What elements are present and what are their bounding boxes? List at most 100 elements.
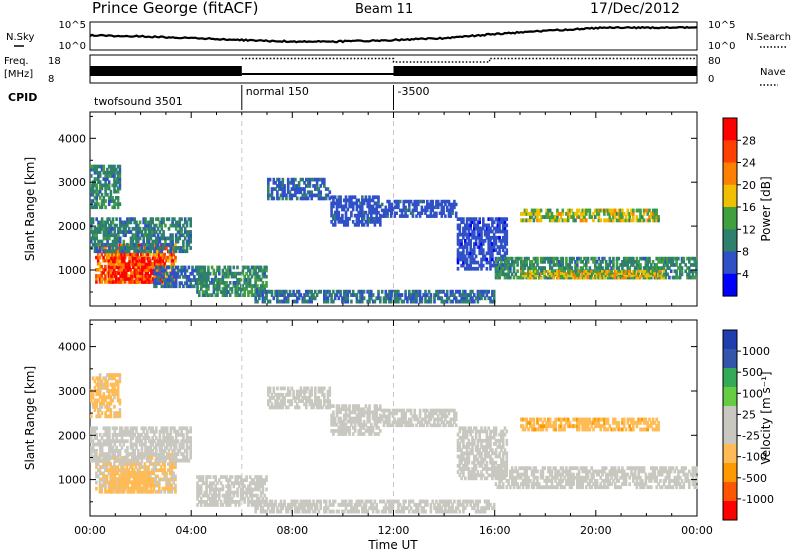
scatter-cell (541, 266, 545, 270)
scatter-cell (252, 478, 256, 482)
scatter-cell (168, 465, 172, 469)
scatter-cell (377, 198, 380, 203)
scatter-cell (359, 289, 362, 294)
scatter-cell (435, 199, 438, 204)
scatter-cell (102, 480, 105, 485)
scatter-cell (281, 196, 285, 201)
scatter-cell (113, 199, 116, 203)
scatter-cell (662, 256, 666, 261)
scatter-cell (615, 266, 619, 270)
scatter-cell (214, 475, 217, 479)
scatter-cell (104, 429, 108, 434)
scatter-cell (541, 256, 545, 261)
scatter-cell (174, 249, 178, 254)
scatter-cell (223, 496, 227, 501)
scatter-cell (116, 395, 120, 400)
scatter-cell (550, 274, 554, 278)
scatter-cell (154, 252, 157, 257)
scatter-cell (159, 265, 162, 270)
power-ylabel: Slant Range [km] (23, 157, 37, 261)
cpid-segment-label: twofsound 3501 (94, 95, 183, 108)
scatter-cell (568, 263, 572, 267)
scatter-cell (295, 187, 299, 191)
scatter-cell (467, 299, 471, 304)
scatter-cell (411, 296, 415, 301)
scatter-cell (178, 445, 182, 450)
scatter-cell (118, 223, 122, 228)
scatter-cell (586, 260, 590, 264)
scatter-cell (678, 266, 682, 270)
scatter-cell (113, 389, 116, 393)
scatter-cell (344, 220, 348, 224)
scatter-cell (205, 271, 208, 276)
scatter-cell (198, 478, 201, 482)
scatter-cell (230, 481, 234, 486)
scatter-cell (117, 265, 121, 270)
scatter-cell (462, 232, 465, 237)
scatter-cell (113, 205, 116, 210)
scatter-cell (201, 500, 205, 504)
scatter-cell (523, 208, 527, 213)
scatter-cell (164, 455, 167, 460)
scatter-cell (612, 215, 615, 219)
scatter-cell (108, 242, 111, 247)
scatter-cell (617, 276, 620, 280)
scatter-cell (693, 263, 696, 267)
scatter-cell (169, 275, 173, 279)
scatter-cell (265, 268, 268, 273)
scatter-cell (433, 214, 436, 218)
scatter-cell (98, 389, 102, 393)
scatter-cell (361, 296, 364, 301)
scatter-cell (454, 211, 458, 215)
scatter-cell (111, 376, 114, 381)
scatter-cell (152, 468, 156, 473)
scatter-cell (319, 184, 322, 188)
scatter-cell (429, 199, 433, 204)
scatter-cell (651, 260, 655, 264)
scatter-cell (162, 278, 165, 282)
scatter-cell (153, 284, 156, 289)
scatter-cell (342, 293, 346, 297)
scatter-cell (476, 220, 480, 225)
scatter-cell (155, 442, 158, 447)
scatter-cell (357, 204, 360, 209)
scatter-cell (100, 436, 104, 440)
scatter-cell (532, 256, 536, 261)
scatter-cell (270, 190, 274, 195)
scatter-cell (171, 426, 174, 431)
scatter-cell (628, 275, 631, 280)
scatter-cell (584, 270, 588, 273)
scatter-cell (444, 293, 447, 297)
scatter-cell (467, 226, 471, 231)
scatter-cell (583, 218, 586, 223)
scatter-cell (245, 284, 248, 288)
scatter-cell (386, 296, 389, 301)
scatter-cell (160, 439, 164, 444)
scatter-cell (100, 483, 104, 488)
scatter-cell (122, 256, 126, 261)
scatter-cell (642, 208, 646, 213)
scatter-cell (105, 462, 109, 466)
scatter-cell (315, 187, 319, 191)
scatter-cell (314, 177, 317, 182)
scatter-cell (205, 481, 208, 486)
scatter-cell (691, 256, 695, 261)
scatter-cell (505, 223, 509, 228)
scatter-cell (491, 242, 494, 246)
scatter-cell (642, 274, 646, 278)
scatter-cell (324, 193, 328, 198)
scatter-cell (389, 214, 393, 218)
scatter-cell (115, 170, 118, 175)
scatter-cell (357, 216, 360, 221)
scatter-cell (341, 213, 344, 218)
scatter-cell (557, 260, 561, 264)
scatter-cell (473, 242, 476, 246)
scatter-cell (353, 213, 357, 218)
scatter-cell (485, 289, 489, 294)
scatter-cell (99, 439, 102, 444)
scatter-cell (500, 239, 503, 243)
scatter-cell (118, 414, 122, 419)
scatter-cell (148, 256, 151, 261)
scatter-cell (145, 252, 148, 257)
scatter-cell (471, 229, 474, 234)
